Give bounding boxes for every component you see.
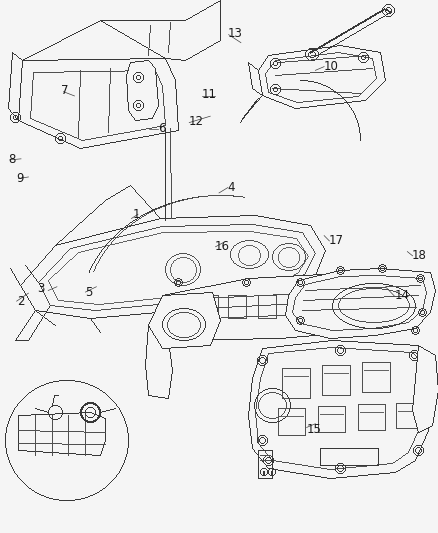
- Text: 11: 11: [201, 88, 216, 101]
- Text: 7: 7: [61, 84, 69, 97]
- Text: 5: 5: [85, 286, 93, 298]
- Text: 8: 8: [8, 154, 15, 166]
- Text: 17: 17: [328, 235, 343, 247]
- Text: 6: 6: [158, 123, 165, 135]
- Text: 4: 4: [228, 181, 235, 194]
- Text: 10: 10: [324, 60, 339, 73]
- Text: 16: 16: [215, 240, 230, 253]
- Text: 3: 3: [37, 282, 45, 295]
- Text: 2: 2: [17, 295, 24, 308]
- Text: 1: 1: [133, 208, 140, 221]
- Text: 18: 18: [412, 249, 427, 262]
- Text: 13: 13: [228, 27, 243, 39]
- Text: 14: 14: [394, 289, 409, 302]
- Text: 12: 12: [188, 115, 203, 128]
- Text: 15: 15: [307, 423, 321, 435]
- Text: 9: 9: [17, 172, 24, 185]
